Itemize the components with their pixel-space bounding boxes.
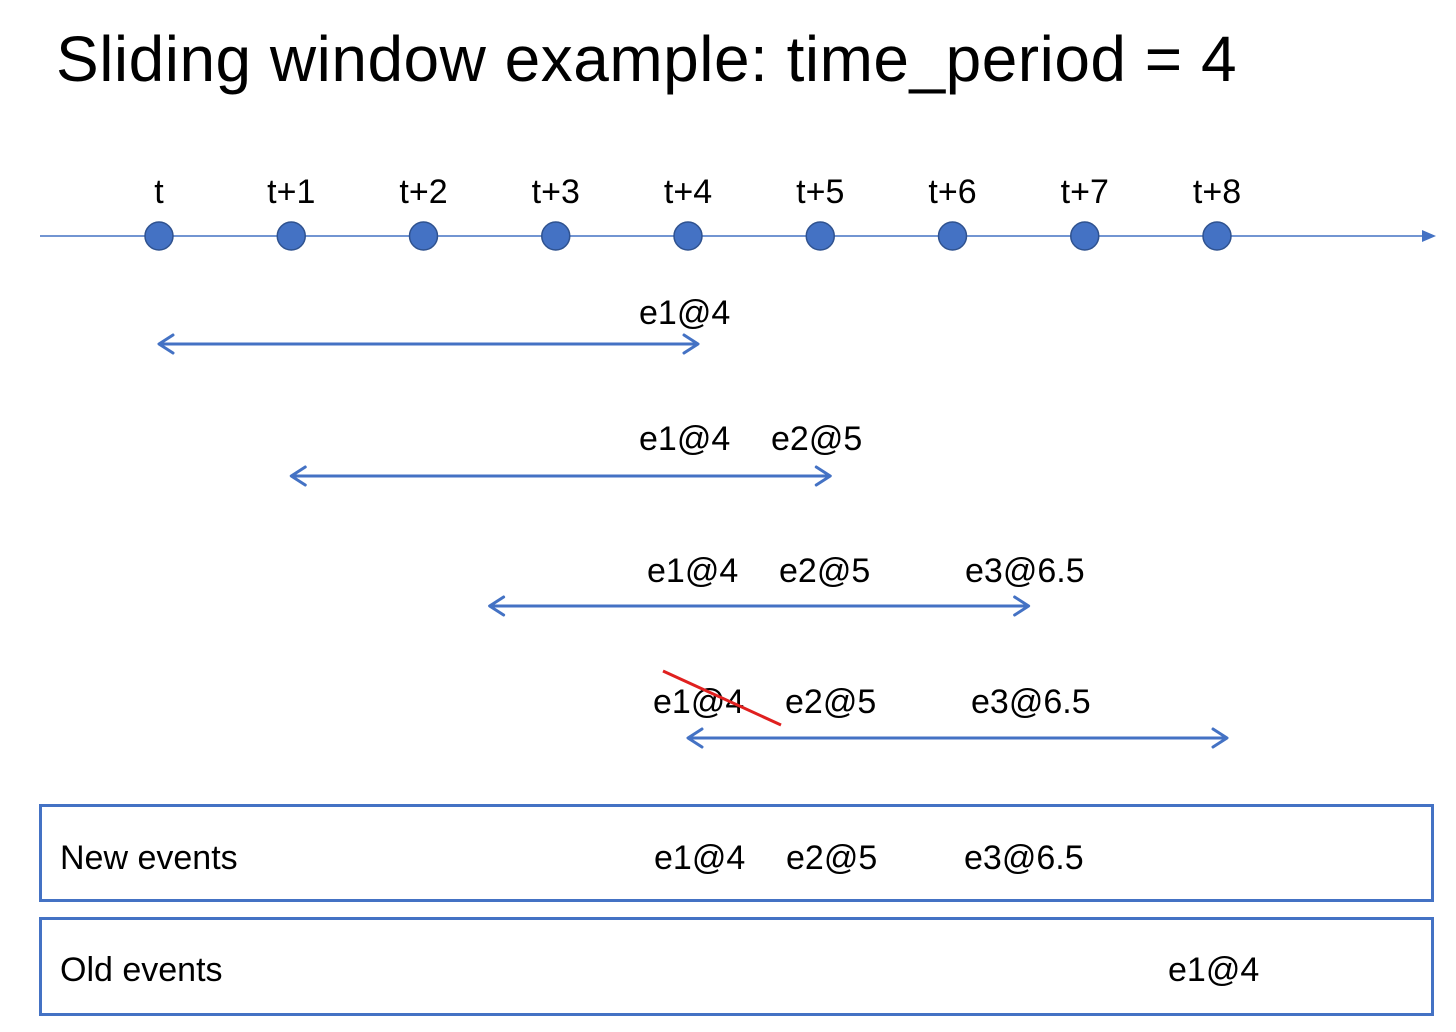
- timeline-tick-label: t+4: [664, 173, 712, 211]
- window-arrow-right-head: [1013, 595, 1031, 617]
- timeline-tick-label: t+3: [532, 173, 580, 211]
- window-arrow-right-head: [682, 333, 700, 355]
- old-events-label: Old events: [60, 951, 223, 989]
- event-label: e1@4: [639, 294, 730, 332]
- timeline-tick-label: t+8: [1193, 173, 1241, 211]
- timeline-dot: [276, 221, 306, 251]
- timeline-dot: [541, 221, 571, 251]
- event-label: e1@4: [647, 552, 738, 590]
- window-arrow-right-head: [814, 465, 832, 487]
- new-event-e1: e1@4: [654, 839, 746, 877]
- timeline-dot: [1202, 221, 1232, 251]
- new-event-e3: e3@6.5: [964, 839, 1084, 877]
- window-arrow-right-head: [1211, 727, 1229, 749]
- event-label: e3@6.5: [971, 683, 1091, 721]
- event-label: e1@4: [639, 420, 730, 458]
- event-label: e2@5: [785, 683, 876, 721]
- event-label: e2@5: [771, 420, 862, 458]
- timeline-dot: [1070, 221, 1100, 251]
- timeline-tick-label: t+6: [928, 173, 976, 211]
- timeline-dot: [937, 221, 968, 251]
- timeline-tick-label: t+5: [796, 173, 844, 211]
- timeline-tick-label: t+2: [399, 173, 447, 211]
- new-events-label: New events: [60, 839, 238, 877]
- timeline-dot: [673, 221, 703, 251]
- window-arrow-left-head: [686, 727, 704, 749]
- window-arrow-left-head: [157, 333, 175, 355]
- window-arrow-left-head: [488, 595, 506, 617]
- event-label: e3@6.5: [965, 552, 1085, 590]
- timeline-dot: [408, 221, 439, 251]
- new-events-box: New events e1@4 e2@5 e3@6.5: [39, 804, 1434, 902]
- old-event-e1: e1@4: [1168, 951, 1260, 989]
- timeline-tick-label: t+7: [1061, 173, 1109, 211]
- window-arrow-left-head: [289, 465, 307, 487]
- time-axis-arrowhead: [1422, 230, 1436, 242]
- timeline-tick-label: t: [154, 173, 164, 211]
- timeline-dot: [805, 221, 835, 251]
- slide-title: Sliding window example: time_period = 4: [56, 23, 1238, 95]
- timeline-tick-label: t+1: [267, 173, 315, 211]
- event-strikethrough: [662, 669, 782, 727]
- sliding-window-diagram: t t+1 t+2 t+3 t+4 t+5 t+6 t+7 t+8 e1@4 e1@4 e2@5 e1@…: [40, 173, 1436, 749]
- old-events-box: Old events e1@4: [39, 917, 1434, 1016]
- event-label: e2@5: [779, 552, 870, 590]
- new-event-e2: e2@5: [786, 839, 878, 877]
- timeline-dot: [144, 221, 174, 251]
